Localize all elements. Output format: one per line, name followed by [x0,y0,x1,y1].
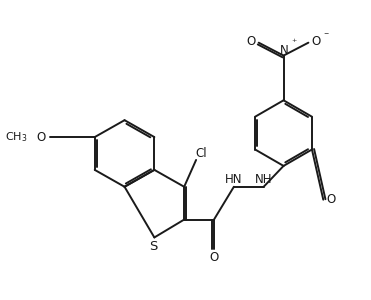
Text: O: O [246,35,255,48]
Text: N: N [280,44,289,57]
Text: HN: HN [225,173,243,186]
Text: O: O [312,35,321,48]
Text: CH$_3$: CH$_3$ [5,130,27,144]
Text: O: O [36,130,46,144]
Text: O: O [326,193,336,206]
Text: $^-$: $^-$ [322,30,330,39]
Text: S: S [149,240,158,253]
Text: NH: NH [255,173,272,186]
Text: Cl: Cl [195,148,207,160]
Text: $^+$: $^+$ [289,37,298,46]
Text: O: O [209,251,219,264]
